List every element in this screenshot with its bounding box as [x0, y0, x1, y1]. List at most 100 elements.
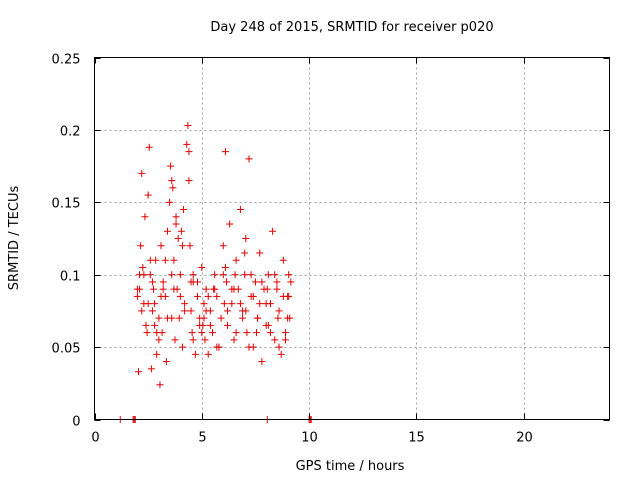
data-point [161, 256, 169, 264]
data-point [185, 148, 193, 156]
data-point [224, 321, 232, 329]
data-point [251, 278, 259, 286]
data-point [169, 184, 177, 192]
data-point [146, 256, 154, 264]
data-point [138, 169, 146, 177]
data-point [200, 300, 208, 308]
data-point [221, 263, 229, 271]
data-point [170, 256, 178, 264]
data-point [285, 292, 293, 300]
data-point [213, 343, 221, 351]
data-point [187, 278, 195, 286]
data-point [245, 343, 253, 351]
data-point [245, 155, 253, 163]
data-point [236, 206, 244, 214]
data-point [150, 285, 158, 293]
data-point [210, 285, 218, 293]
data-point [285, 271, 293, 279]
data-point [279, 256, 287, 264]
data-point [139, 263, 147, 271]
data-point [168, 177, 176, 185]
x-tick-label: 15 [408, 431, 425, 446]
data-point [134, 368, 142, 376]
data-point [273, 285, 281, 293]
x-tick-label: 10 [301, 431, 318, 446]
x-axis-title: GPS time / hours [296, 459, 405, 474]
data-point [175, 314, 183, 322]
data-point [206, 321, 214, 329]
data-point [228, 300, 236, 308]
data-point [162, 358, 170, 366]
data-point [153, 350, 161, 358]
data-point [273, 278, 281, 286]
data-point [156, 381, 164, 389]
data-point [219, 242, 227, 250]
data-point [275, 343, 283, 351]
data-point [277, 350, 285, 358]
data-point [147, 365, 155, 373]
data-point [145, 143, 153, 151]
y-tick-label: 0.1 [60, 270, 81, 285]
data-point [155, 314, 163, 322]
data-point [163, 227, 171, 235]
data-point [194, 278, 201, 286]
data-point [256, 249, 264, 257]
chart-title: Day 248 of 2015, SRMTID for receiver p02… [210, 20, 493, 35]
data-point [224, 307, 232, 315]
data-point [256, 300, 264, 308]
y-tick-label: 0.2 [60, 125, 81, 140]
data-point [148, 278, 156, 286]
data-point [232, 256, 240, 264]
data-point [136, 271, 144, 279]
data-point [181, 300, 189, 308]
data-point [241, 271, 249, 279]
data-point [133, 285, 141, 293]
data-point [133, 292, 141, 300]
data-point [176, 292, 184, 300]
data-point [274, 314, 282, 322]
data-point [196, 321, 204, 329]
data-point [183, 140, 191, 148]
data-point [184, 122, 192, 130]
data-point [264, 321, 272, 329]
data-point [167, 162, 175, 170]
data-point [144, 300, 152, 308]
data-point [284, 314, 292, 322]
data-point [242, 307, 250, 315]
data-point [200, 314, 208, 322]
data-point [204, 292, 212, 300]
data-point [159, 285, 167, 293]
data-point [264, 271, 272, 279]
data-point [186, 242, 194, 250]
data-point [230, 336, 238, 344]
data-point [275, 307, 283, 315]
data-point [146, 271, 154, 279]
data-point [178, 242, 186, 250]
data-point [168, 271, 176, 279]
data-point [142, 321, 150, 329]
x-tick-label: 20 [516, 431, 533, 446]
data-point [194, 292, 201, 300]
data-point [281, 336, 289, 344]
data-point [253, 329, 261, 337]
data-point [166, 198, 174, 206]
data-point [241, 249, 249, 257]
data-point [198, 263, 206, 271]
data-point [269, 227, 277, 235]
data-point [153, 329, 161, 337]
data-point [220, 300, 228, 308]
data-point [157, 242, 165, 250]
data-point [201, 336, 209, 344]
data-point [287, 278, 295, 286]
data-point [137, 242, 145, 250]
data-point [198, 329, 206, 337]
x-tick-label: 5 [198, 431, 206, 446]
data-point [219, 271, 227, 279]
grid-lines [94, 57, 610, 420]
data-point [177, 227, 185, 235]
data-point [172, 213, 180, 221]
data-point [151, 321, 159, 329]
y-tick-label: 0.15 [52, 197, 81, 212]
y-tick-label: 0.25 [52, 53, 81, 68]
